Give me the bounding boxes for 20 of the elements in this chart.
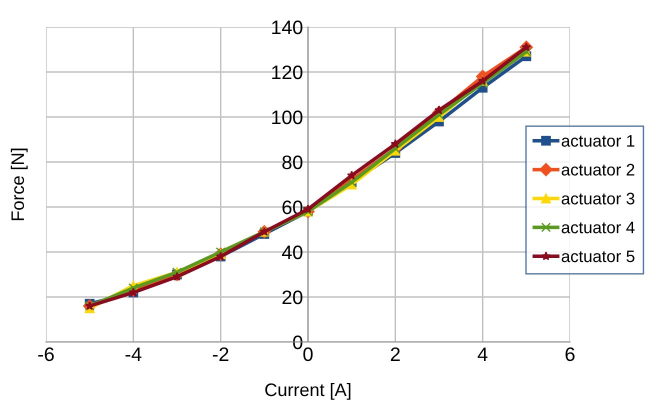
- x-tick-label: 0: [303, 347, 313, 362]
- legend-label: actuator 4: [562, 222, 635, 234]
- x-tick-label: 4: [478, 348, 488, 361]
- x-tick-label: 6: [566, 347, 575, 362]
- x-tick-label: -2: [212, 347, 228, 361]
- y-tick-label: 120: [272, 65, 302, 80]
- x-tick-label: -6: [38, 347, 54, 362]
- legend-label: actuator 2: [562, 164, 634, 176]
- y-tick-label: 40: [282, 245, 302, 260]
- legend-label: actuator 1: [562, 135, 634, 147]
- x-tick-label: -4: [126, 348, 142, 361]
- x-tick-label: 2: [390, 347, 400, 361]
- legend-label: actuator 3: [562, 192, 634, 204]
- y-tick-label: 80: [282, 155, 302, 170]
- y-tick-label: 140: [272, 20, 302, 34]
- y-tick-label: 20: [282, 290, 302, 304]
- x-axis-title: Current [A]: [265, 382, 350, 400]
- y-axis-title: Force [N]: [10, 148, 28, 220]
- y-tick-label: 100: [272, 110, 302, 124]
- legend-label: actuator 5: [562, 250, 634, 262]
